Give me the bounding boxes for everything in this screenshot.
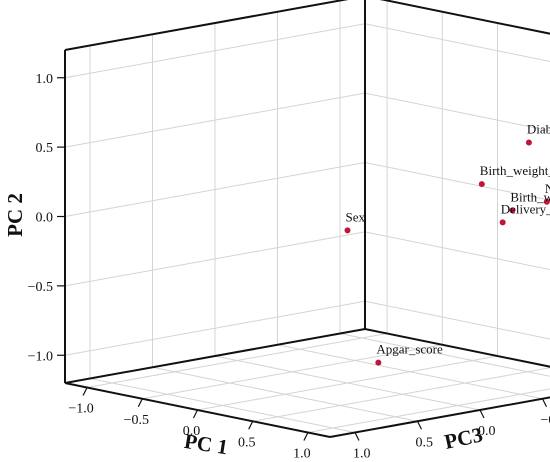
grid-line-floor-z <box>152 366 418 422</box>
grid-layer <box>64 0 550 433</box>
data-point <box>344 227 351 234</box>
data-point-label: Delivery_type <box>501 201 550 216</box>
data-point-label: Birth_weight <box>510 189 550 204</box>
z-axis-title: PC3 <box>442 422 485 453</box>
data-point <box>375 359 382 366</box>
data-point-label: Nutrition_type <box>545 181 550 196</box>
grid-line-left-y <box>64 92 366 148</box>
x-tick-label: −0.5 <box>124 413 149 428</box>
y-tick-label: 0.5 <box>36 141 54 156</box>
grid-line-back-y <box>364 23 550 62</box>
z-tick-label: 1.0 <box>353 447 371 462</box>
data-point-label: Birth_weight_class <box>480 163 550 178</box>
y-tick-label: −1.0 <box>28 349 53 364</box>
y-axis-title: PC 2 <box>3 193 27 237</box>
data-point-label: Diabetes_risk <box>527 122 550 137</box>
x-tick-label: −1.0 <box>68 402 93 417</box>
y-tick-label: 1.0 <box>36 72 54 87</box>
x-tick-label: 0.5 <box>238 435 256 450</box>
x-tick-mark <box>303 432 309 441</box>
grid-line-left-y <box>64 23 366 79</box>
grid-line-floor-z <box>89 378 356 433</box>
box-edge <box>379 0 550 35</box>
box-edge <box>364 328 550 368</box>
data-point <box>499 219 506 226</box>
x-tick-mark <box>137 398 143 408</box>
z-tick-label: −0.5 <box>541 413 550 428</box>
data-point <box>478 181 485 188</box>
z-tick-mark <box>354 432 360 441</box>
x-tick-mark <box>248 420 254 430</box>
grid-line-back-y <box>364 162 550 201</box>
grid-line-back-y <box>364 231 550 271</box>
y-tick-label: 0.0 <box>36 211 54 226</box>
y-tick-label: −0.5 <box>28 280 53 295</box>
z-tick-label: 0.0 <box>478 424 496 439</box>
x-tick-mark <box>82 387 88 396</box>
z-tick-label: 0.5 <box>416 435 434 450</box>
box-edge <box>64 328 366 384</box>
data-points: Sex Diabetes_risk Birth_weight_class Nutrit… <box>344 122 550 366</box>
box-frame <box>64 0 550 438</box>
data-point-label: Sex <box>346 209 366 224</box>
grid-line-back-y <box>364 92 550 132</box>
grid-line-left-y <box>64 162 366 217</box>
x-tick-label: 1.0 <box>293 447 311 462</box>
grid-line-floor-x <box>307 388 550 433</box>
x-axis-title: PC 1 <box>183 429 230 460</box>
box-edge <box>64 0 349 51</box>
z-tick-mark <box>541 398 548 408</box>
z-tick-mark <box>479 409 485 419</box>
z-tick-mark <box>416 420 423 430</box>
grid-line-floor-x <box>252 367 550 422</box>
x-tick-mark <box>192 409 199 419</box>
data-point <box>509 207 516 214</box>
grid-line-floor-z <box>214 355 481 411</box>
data-point <box>543 198 550 205</box>
data-point <box>525 139 532 146</box>
data-point-label: Apgar_score <box>376 342 443 357</box>
axis-ticks: −1.0 −0.5 0.0 0.5 1.0 −1.0 −0.5 0.0 0.5 1.0 1.0 0.5… <box>28 72 550 462</box>
x-tick-label: 0.0 <box>183 424 201 439</box>
